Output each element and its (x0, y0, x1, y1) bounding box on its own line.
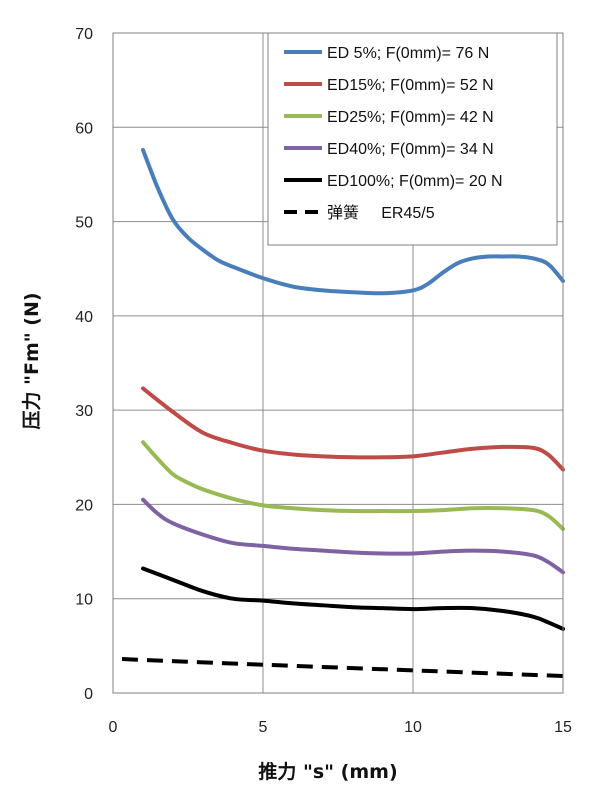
legend-label-4: ED40%; F(0mm)= 34 N (327, 141, 494, 158)
series-line-1 (141, 147, 565, 296)
y-tick-label: 0 (84, 686, 93, 703)
y-tick-labels: 0 10 20 30 40 50 60 70 (75, 26, 93, 703)
legend-label-5: ED100%; F(0mm)= 20 N (327, 173, 503, 190)
legend-label-6: 弹簧 ER45/5 (327, 203, 435, 222)
x-tick-label: 5 (259, 719, 268, 736)
series-line-2 (141, 386, 565, 472)
series-line-4 (141, 497, 565, 575)
legend-label-3: ED25%; F(0mm)= 42 N (327, 109, 494, 126)
x-tick-label: 10 (404, 719, 422, 736)
y-tick-label: 30 (75, 403, 93, 420)
legend-label-2: ED15%; F(0mm)= 52 N (327, 77, 494, 94)
legend-label-1: ED 5%; F(0mm)= 76 N (327, 45, 489, 62)
series-line-5 (141, 566, 565, 631)
legend-box (267, 32, 558, 246)
x-tick-label: 0 (109, 719, 118, 736)
y-tick-label: 70 (75, 26, 93, 43)
y-tick-label: 20 (75, 497, 93, 514)
y-tick-label: 10 (75, 592, 93, 609)
legend: ED 5%; F(0mm)= 76 N ED15%; F(0mm)= 52 N ED… (267, 32, 558, 246)
series-line-3 (141, 440, 565, 531)
x-tick-label: 15 (554, 719, 572, 736)
x-axis-title: 推力 "s" (mm) (258, 760, 397, 783)
y-tick-label: 60 (75, 120, 93, 137)
series-line-6 (121, 657, 564, 679)
y-tick-label: 40 (75, 309, 93, 326)
x-tick-labels: 0 5 10 15 (109, 719, 572, 736)
series-lines (121, 147, 565, 679)
y-tick-label: 50 (75, 215, 93, 232)
y-axis-title: 压力 "Fm" (N) (20, 292, 43, 429)
